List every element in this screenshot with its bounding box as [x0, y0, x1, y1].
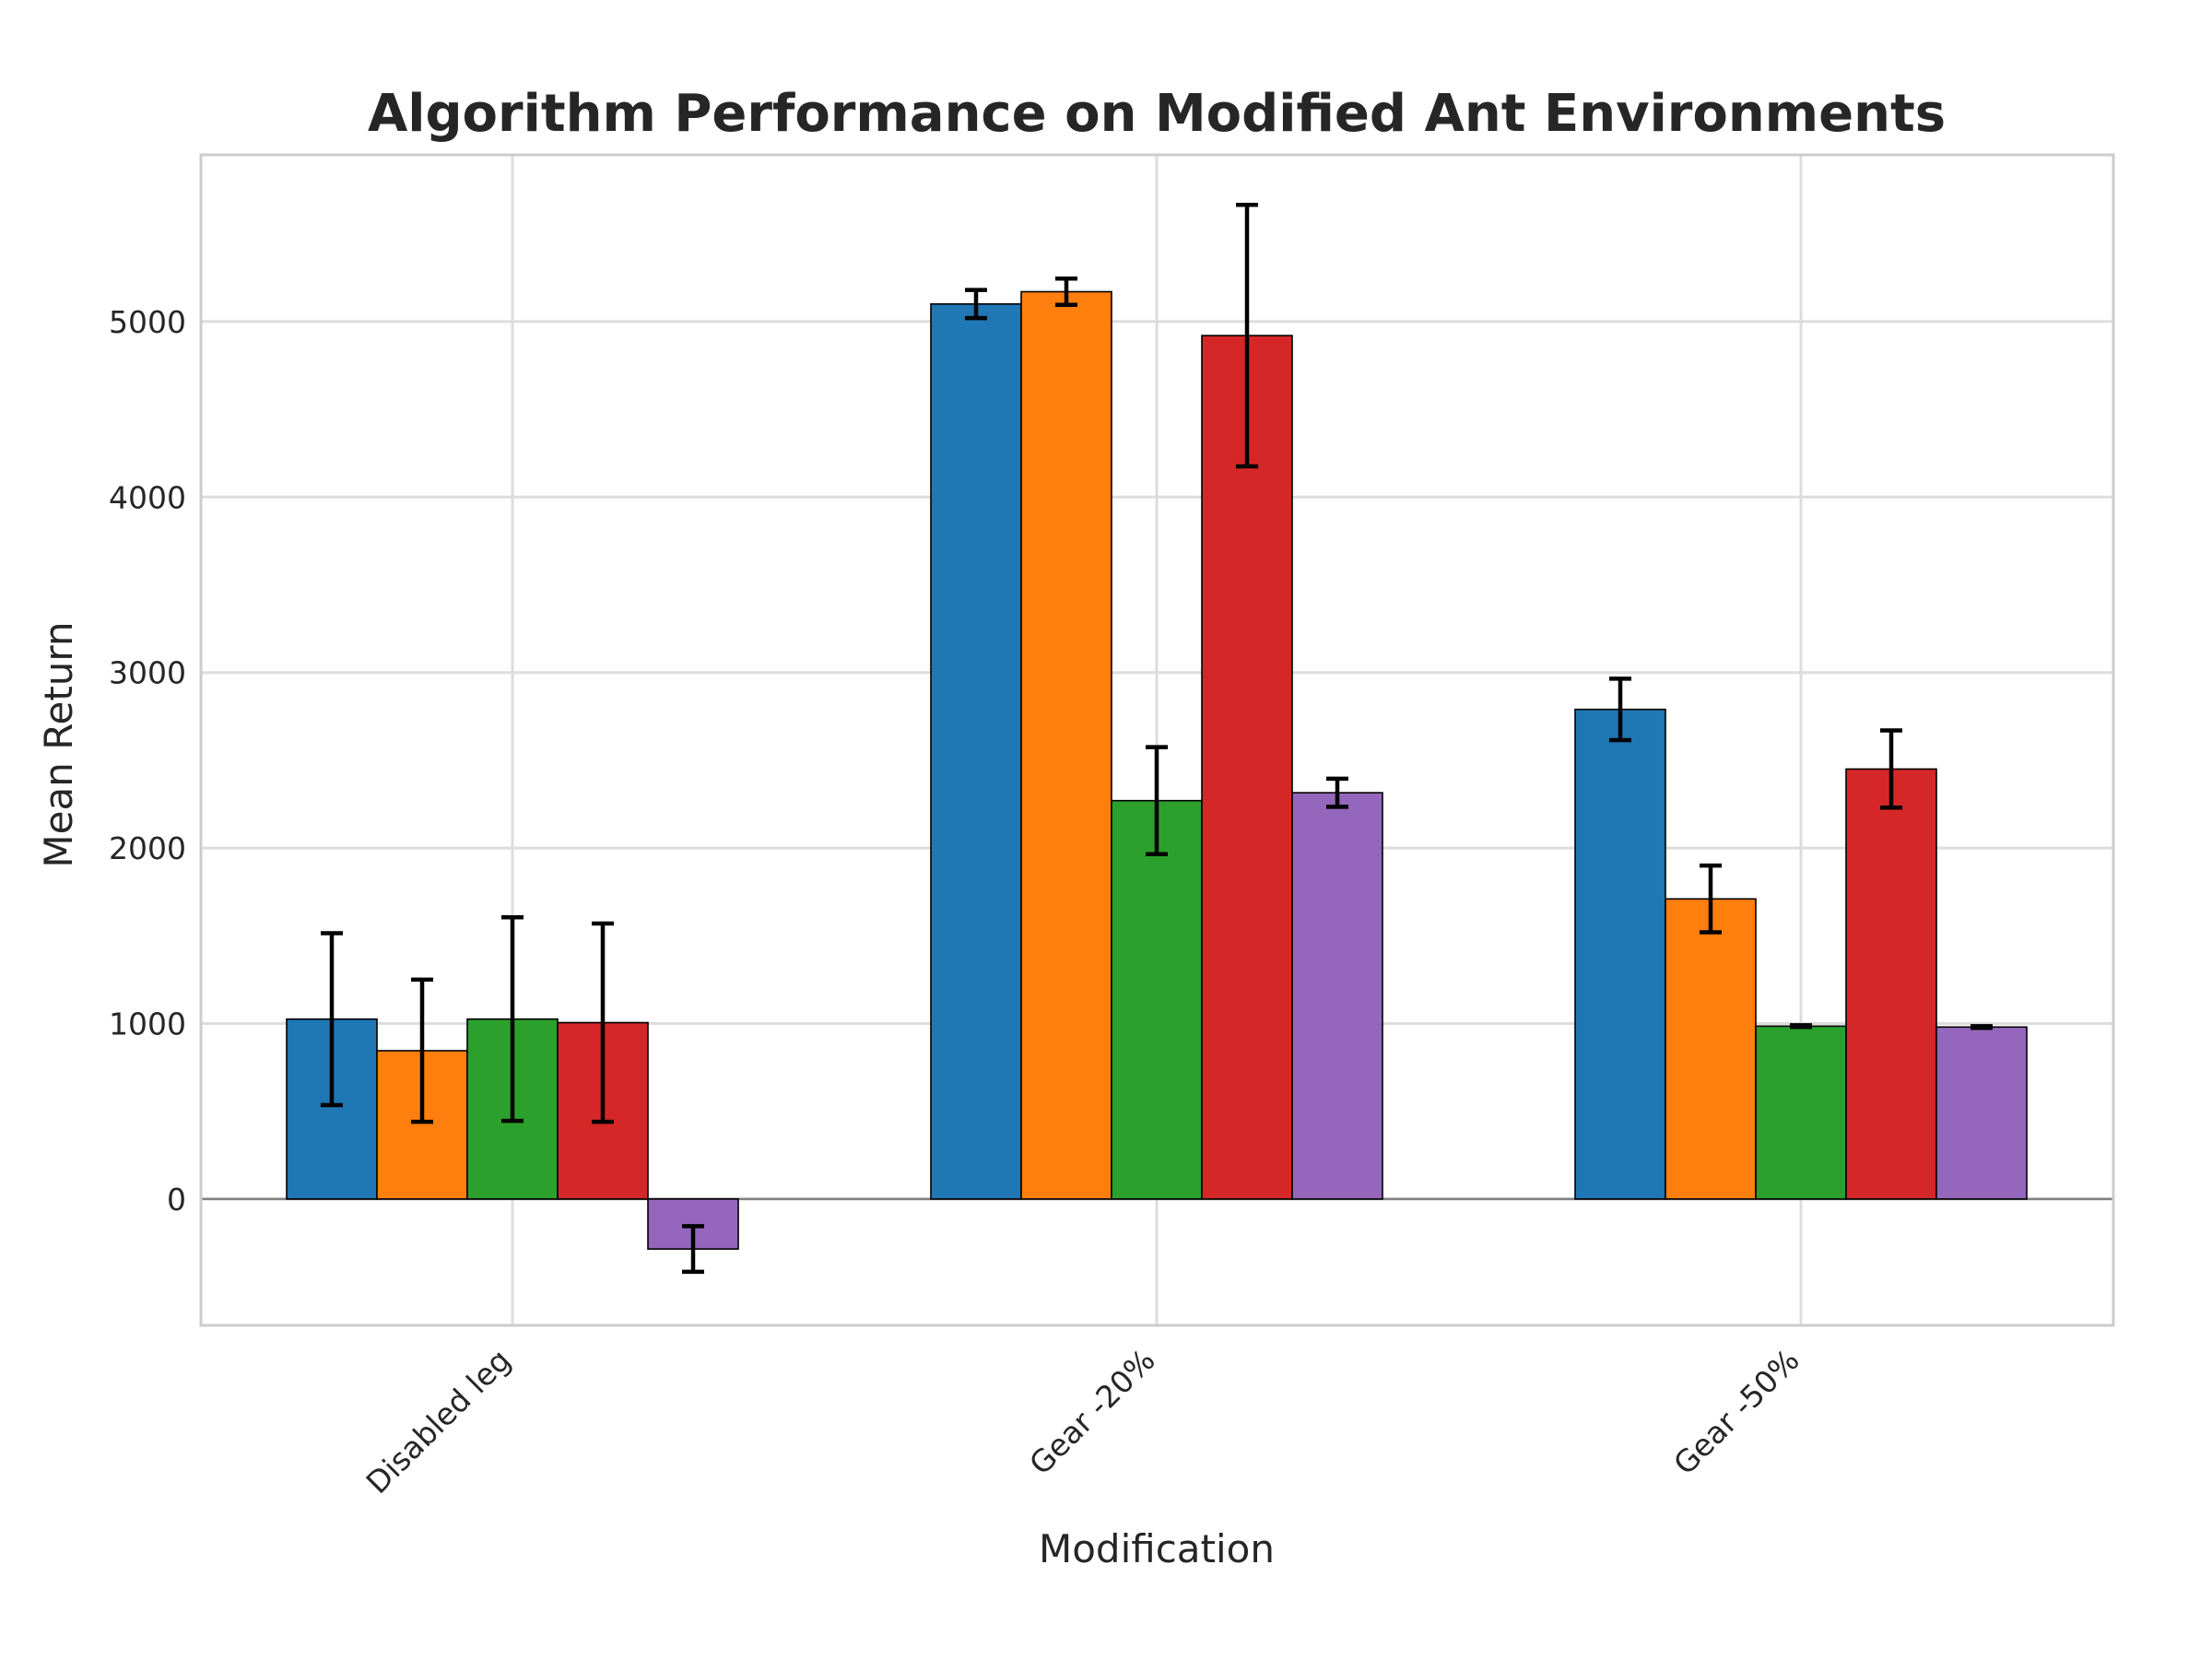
error-bar — [1880, 728, 1902, 810]
y-tick-label: 0 — [167, 1182, 186, 1218]
error-bar — [682, 1224, 704, 1275]
y-tick-label: 1000 — [109, 1006, 186, 1042]
bar — [1845, 768, 1937, 1200]
y-tick-label: 2000 — [109, 830, 186, 866]
bar — [1020, 290, 1112, 1200]
y-tick-label: 5000 — [109, 304, 186, 340]
bar — [930, 303, 1022, 1200]
error-bar — [1700, 863, 1722, 935]
chart-title: Algorithm Performance on Modified Ant En… — [368, 84, 1946, 144]
bar — [1755, 1025, 1847, 1200]
error-bar — [1609, 677, 1631, 743]
error-bar — [321, 931, 343, 1108]
error-bar — [411, 977, 433, 1124]
error-bar — [1790, 1023, 1812, 1030]
y-axis-label: Mean Return — [36, 621, 81, 867]
y-tick-label: 4000 — [109, 479, 186, 515]
error-bar — [1146, 745, 1168, 857]
bar — [1111, 799, 1203, 1200]
bar — [1291, 792, 1383, 1200]
bar — [1936, 1026, 2028, 1200]
bar — [1574, 708, 1666, 1200]
error-bar — [1971, 1024, 1993, 1030]
y-tick-label: 3000 — [109, 655, 186, 691]
error-bar — [501, 915, 524, 1124]
plot-frame — [199, 153, 2115, 1327]
error-bar — [1236, 203, 1258, 469]
error-bar — [1326, 776, 1348, 809]
error-bar — [592, 921, 614, 1124]
bar — [1665, 898, 1757, 1200]
bar-layer — [286, 203, 2028, 1275]
x-axis-label: Modification — [1039, 1526, 1275, 1571]
error-bar — [965, 288, 987, 321]
error-bar — [1055, 276, 1077, 308]
